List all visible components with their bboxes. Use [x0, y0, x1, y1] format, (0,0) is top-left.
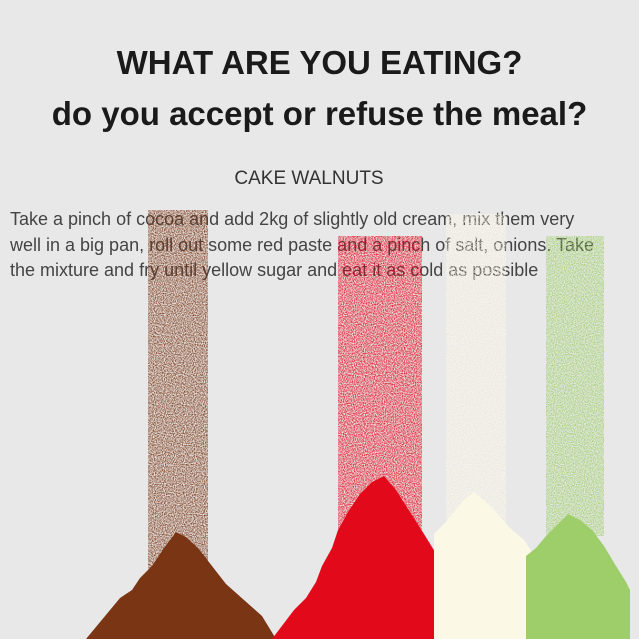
- cream-stream: [446, 214, 506, 534]
- cream-pile: [434, 492, 532, 639]
- ingredient-column-cream: [434, 214, 532, 639]
- page-subtitle: do you accept or refuse the meal?: [51, 95, 588, 132]
- ingredient-column-cocoa: [86, 210, 276, 639]
- green-pile: [526, 514, 630, 639]
- red-paste-pile: [272, 476, 440, 639]
- ingredient-column-red-paste: [272, 236, 440, 639]
- ingredient-column-green: [526, 236, 630, 639]
- green-stream: [546, 236, 604, 536]
- recipe-name: CAKE WALNUTS: [234, 168, 384, 189]
- cocoa-pile: [86, 532, 276, 639]
- cocoa-stream: [148, 210, 208, 580]
- page-title: WHAT ARE YOU EATING?: [116, 44, 523, 81]
